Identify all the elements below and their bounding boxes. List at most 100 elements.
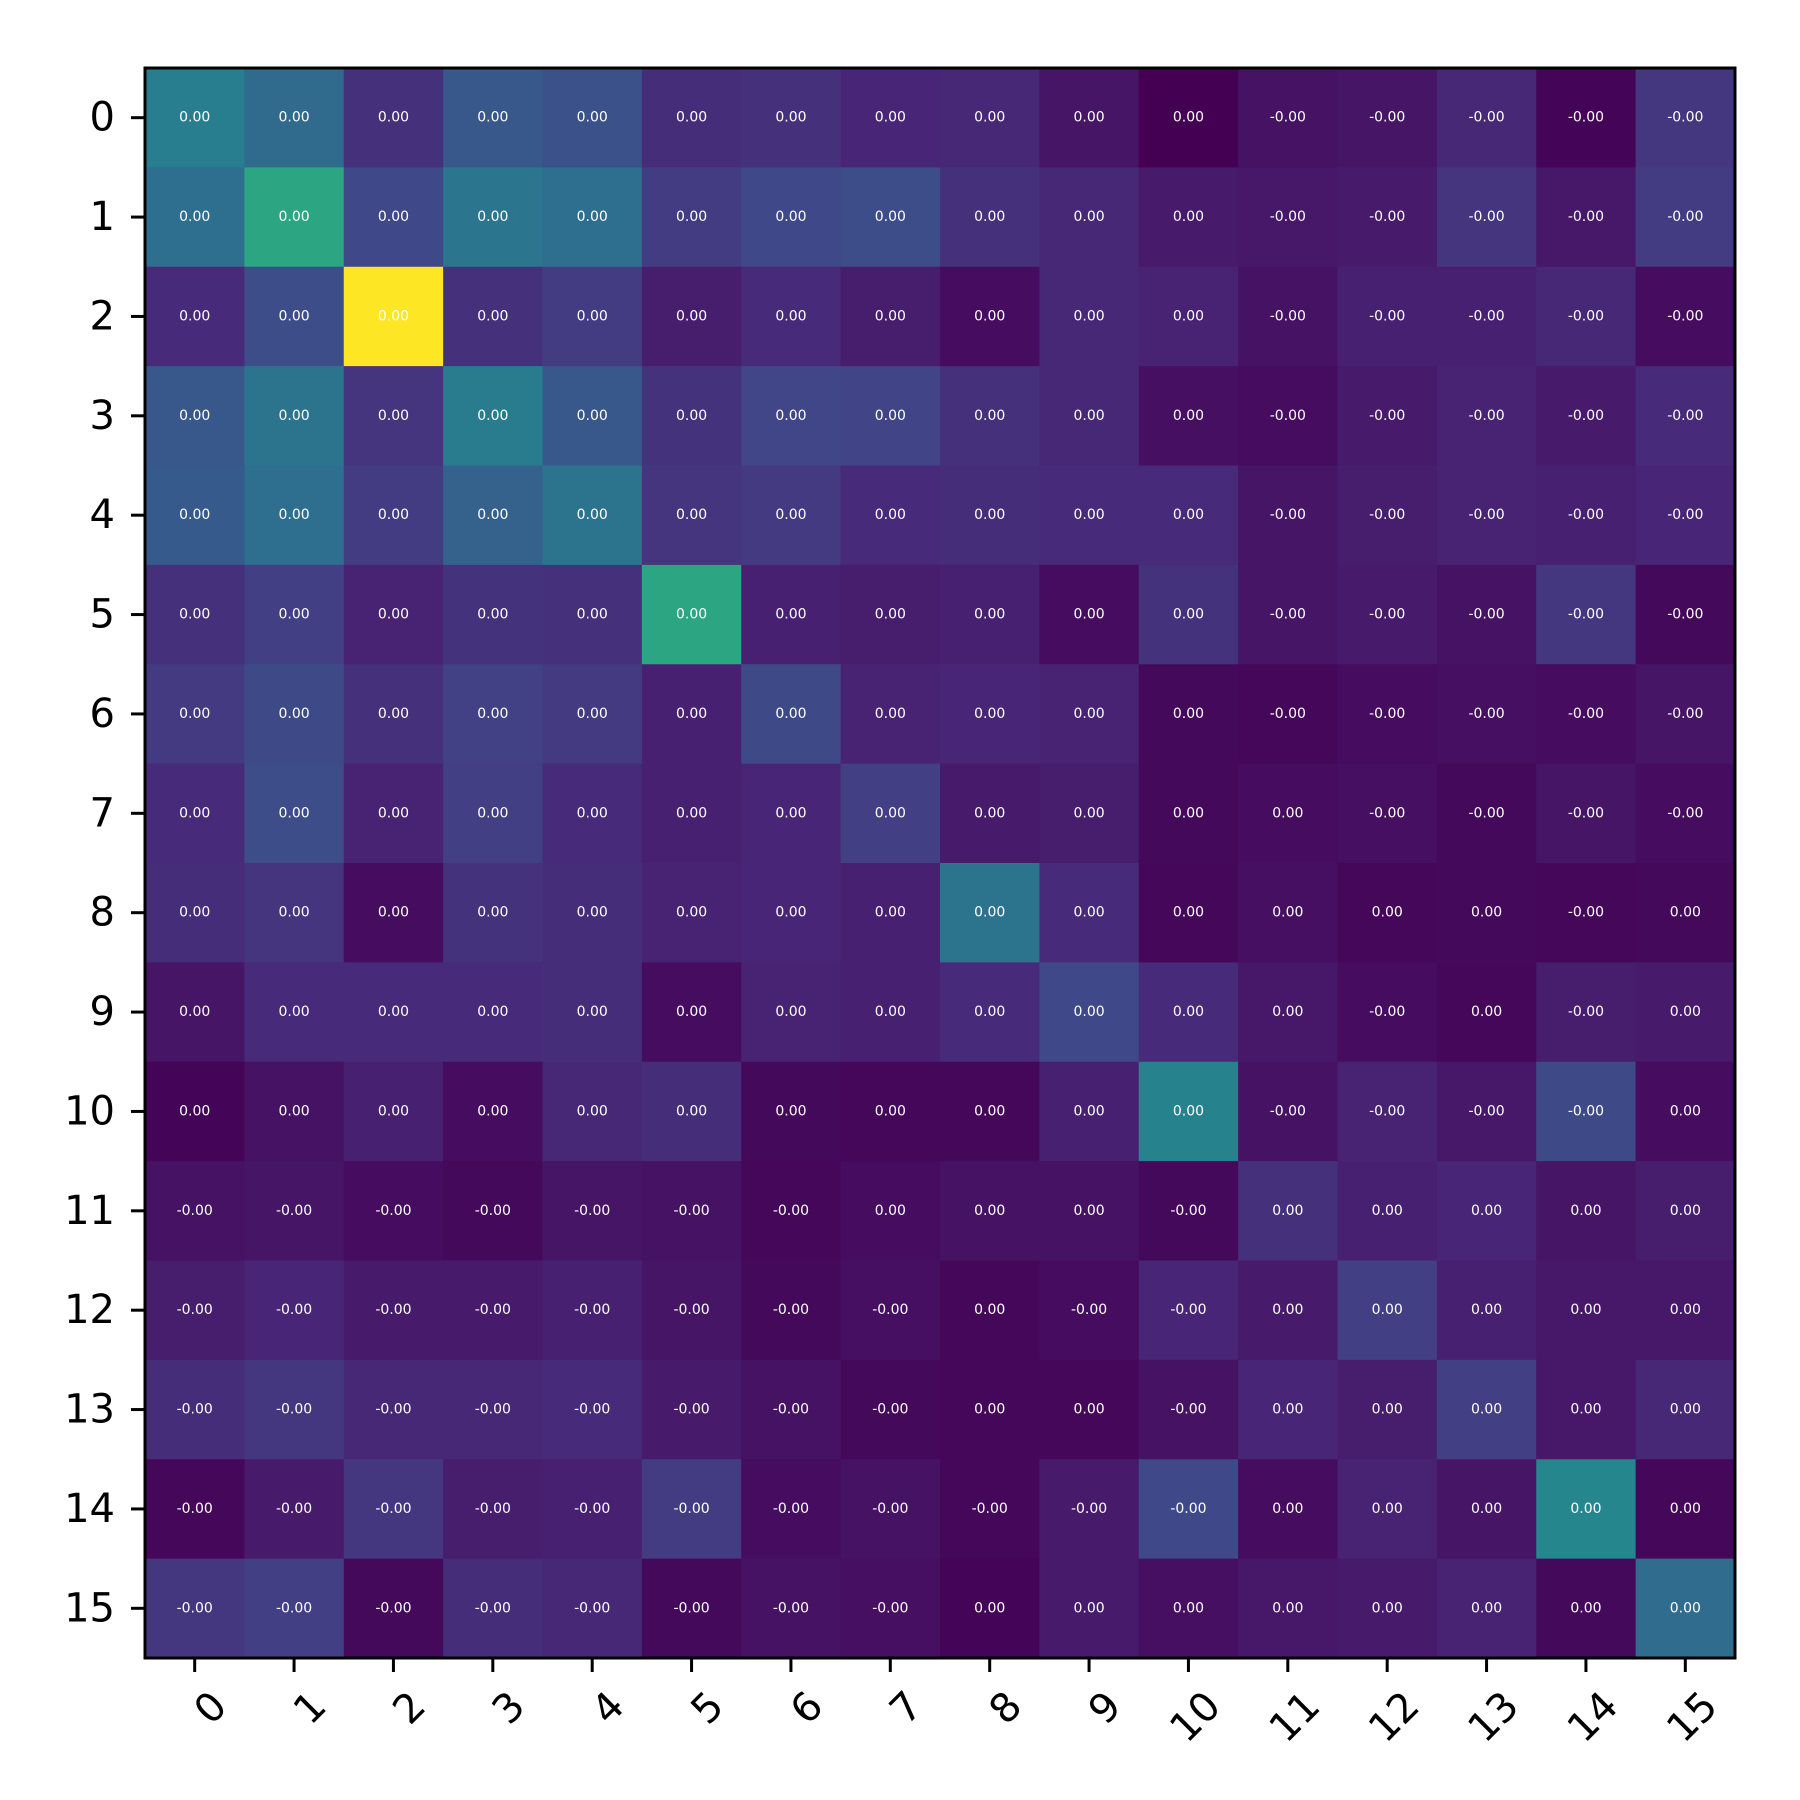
cell-label-r0-c15: -0.00 [1667,110,1703,126]
cell-label-r1-c15: -0.00 [1667,209,1703,225]
cell-label-r13-c3: -0.00 [475,1402,511,1418]
cell-label-r13-c7: -0.00 [872,1402,908,1418]
heatmap-cell-r13-c2 [343,1359,444,1460]
heatmap-cell-r5-c10 [1138,564,1239,665]
heatmap-cell-r2-c14 [1536,266,1637,367]
cell-label-r9-c13: 0.00 [1471,1004,1502,1020]
heatmap-cell-r6-c8 [940,664,1040,765]
cell-label-r12-c9: -0.00 [1071,1302,1107,1318]
cell-label-r13-c14: 0.00 [1570,1402,1601,1418]
heatmap-cell-r3-c1 [244,366,345,467]
heatmap-cell-r2-c5 [641,266,742,367]
heatmap-cell-r15-c8 [940,1558,1040,1659]
cell-label-r10-c2: 0.00 [378,1103,409,1119]
heatmap-cell-r10-c3 [443,1061,544,1162]
heatmap-cell-r6-c14 [1536,664,1637,765]
cell-label-r6-c2: 0.00 [378,706,409,722]
cell-label-r13-c0: -0.00 [177,1402,213,1418]
cell-label-r12-c3: -0.00 [475,1302,511,1318]
cell-label-r9-c10: 0.00 [1173,1004,1204,1020]
cell-label-r11-c15: 0.00 [1670,1203,1701,1219]
cell-label-r3-c9: 0.00 [1073,408,1104,424]
cell-label-r3-c14: -0.00 [1568,408,1604,424]
cell-label-r4-c9: 0.00 [1073,507,1104,523]
cell-label-r7-c14: -0.00 [1568,805,1604,821]
heatmap-cell-r15-c13 [1436,1558,1537,1659]
cell-label-r9-c15: 0.00 [1670,1004,1701,1020]
heatmap-cell-r5-c2 [343,564,444,665]
cell-label-r15-c6: -0.00 [773,1600,809,1616]
cell-label-r9-c11: 0.00 [1272,1004,1303,1020]
heatmap-cell-r15-c4 [542,1558,643,1659]
heatmap-cell-r10-c11 [1238,1061,1339,1162]
cell-label-r14-c8: -0.00 [972,1501,1008,1517]
cell-label-r2-c10: 0.00 [1173,308,1204,324]
cell-label-r12-c7: -0.00 [872,1302,908,1318]
heatmap-cell-r9-c0 [145,962,245,1063]
heatmap-cell-r4-c9 [1039,465,1140,566]
heatmap-cell-r0-c11 [1238,68,1339,168]
heatmap-cell-r9-c11 [1238,962,1339,1063]
cell-label-r4-c12: -0.00 [1369,507,1405,523]
heatmap-cell-r11-c10 [1138,1161,1239,1262]
cell-label-r10-c0: 0.00 [179,1103,210,1119]
cell-label-r3-c4: 0.00 [577,408,608,424]
cell-label-r15-c1: -0.00 [276,1600,312,1616]
cell-label-r6-c1: 0.00 [278,706,309,722]
heatmap-cell-r6-c13 [1436,664,1537,765]
cell-label-r6-c12: -0.00 [1369,706,1405,722]
heatmap-cell-r3-c5 [641,366,742,467]
heatmap-cell-r7-c13 [1436,763,1537,864]
cell-label-r9-c8: 0.00 [974,1004,1005,1020]
cell-label-r3-c13: -0.00 [1468,408,1504,424]
heatmap-cell-r10-c14 [1536,1061,1637,1162]
cell-label-r2-c5: 0.00 [676,308,707,324]
cell-label-r6-c11: -0.00 [1270,706,1306,722]
cell-label-r12-c13: 0.00 [1471,1302,1502,1318]
heatmap-cell-r8-c9 [1039,863,1140,963]
heatmap-cell-r13-c12 [1337,1359,1438,1460]
heatmap-cell-r12-c7 [840,1260,941,1361]
heatmap-cell-r9-c2 [343,962,444,1063]
heatmap-cell-r9-c5 [641,962,742,1063]
cell-label-r1-c12: -0.00 [1369,209,1405,225]
heatmap-cell-r2-c1 [244,266,345,367]
cell-label-r8-c8: 0.00 [974,905,1005,921]
heatmap-cell-r4-c2 [343,465,444,566]
cell-label-r1-c10: 0.00 [1173,209,1204,225]
heatmap-cell-r9-c13 [1436,962,1537,1063]
heatmap-cell-r10-c12 [1337,1061,1438,1162]
heatmap-cell-r9-c7 [840,962,941,1063]
cell-label-r0-c0: 0.00 [179,110,210,126]
cell-label-r0-c2: 0.00 [378,110,409,126]
heatmap-cell-r4-c12 [1337,465,1438,566]
cell-label-r14-c6: -0.00 [773,1501,809,1517]
heatmap-cell-r5-c5 [641,564,742,665]
heatmap-cell-r1-c13 [1436,167,1537,268]
cell-label-r10-c12: -0.00 [1369,1103,1405,1119]
heatmap-cell-r1-c15 [1635,167,1736,268]
heatmap-cell-r0-c6 [741,68,842,168]
cell-label-r12-c1: -0.00 [276,1302,312,1318]
heatmap-cell-r6-c5 [641,664,742,765]
cell-label-r0-c6: 0.00 [775,110,806,126]
cell-label-r15-c5: -0.00 [673,1600,709,1616]
y-tick-label-0: 0 [90,95,115,141]
cell-label-r4-c15: -0.00 [1667,507,1703,523]
cell-label-r9-c1: 0.00 [278,1004,309,1020]
cell-label-r0-c12: -0.00 [1369,110,1405,126]
heatmap-cell-r12-c12 [1337,1260,1438,1361]
cell-label-r12-c15: 0.00 [1670,1302,1701,1318]
cell-label-r14-c15: 0.00 [1670,1501,1701,1517]
heatmap-cell-r4-c7 [840,465,941,566]
cell-label-r11-c6: -0.00 [773,1203,809,1219]
heatmap-cell-r5-c14 [1536,564,1637,665]
heatmap-cell-r14-c12 [1337,1459,1438,1560]
cell-label-r1-c13: -0.00 [1468,209,1504,225]
heatmap-cell-r3-c8 [940,366,1040,467]
cell-label-r13-c6: -0.00 [773,1402,809,1418]
cell-label-r8-c13: 0.00 [1471,905,1502,921]
heatmap-cell-r2-c6 [741,266,842,367]
cell-label-r2-c13: -0.00 [1468,308,1504,324]
heatmap-cell-r8-c1 [244,863,345,963]
